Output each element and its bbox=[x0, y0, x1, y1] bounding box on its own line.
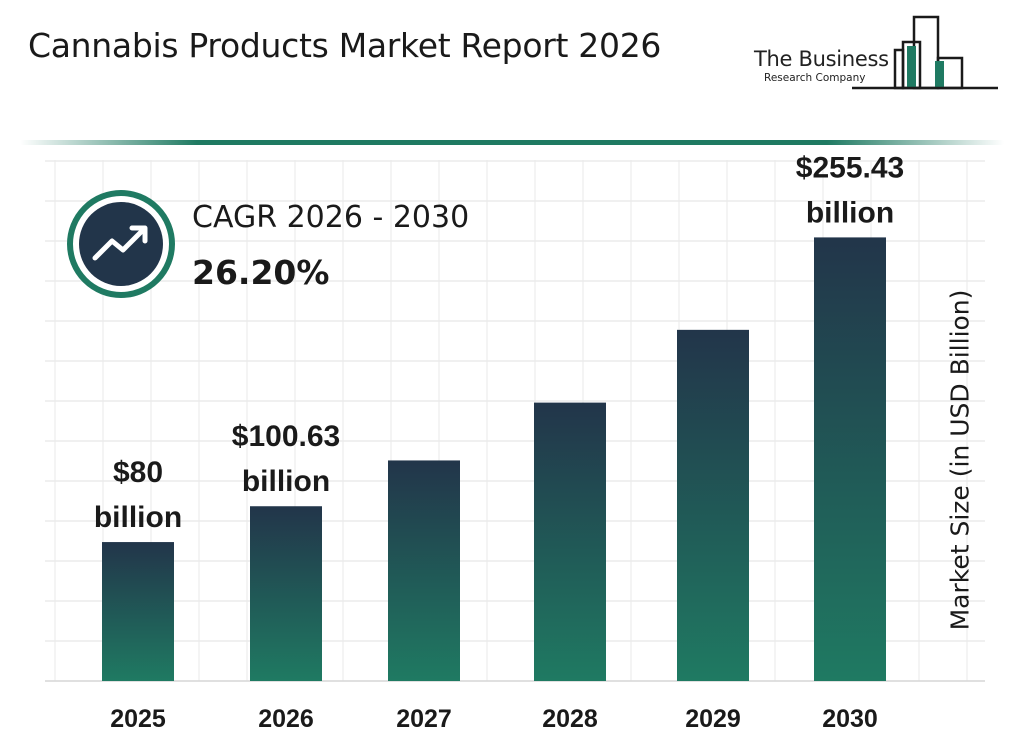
bar-2028 bbox=[534, 402, 606, 681]
bar-2029 bbox=[677, 329, 749, 681]
trend-up-arrow-icon bbox=[66, 189, 176, 299]
x-tick-label: 2030 bbox=[822, 705, 878, 733]
chart-bars bbox=[102, 237, 886, 681]
x-tick-label: 2027 bbox=[396, 705, 452, 733]
page-title: Cannabis Products Market Report 2026 bbox=[28, 26, 662, 65]
data-label-unit: billion bbox=[806, 196, 894, 229]
x-tick-label: 2029 bbox=[685, 705, 741, 733]
header-divider bbox=[20, 140, 1004, 145]
chart-data-labels: $80 billion $100.63 billion $255.43 billion bbox=[94, 151, 904, 534]
bar-2025 bbox=[102, 542, 174, 681]
cagr-value: 26.20% bbox=[192, 253, 330, 292]
data-label-value: $255.43 bbox=[796, 151, 904, 184]
logo-buildings-icon bbox=[852, 15, 998, 90]
logo-text-line2: Research Company bbox=[764, 72, 866, 84]
data-label-unit: billion bbox=[242, 465, 330, 498]
x-tick-label: 2025 bbox=[110, 705, 166, 733]
cagr-label: CAGR 2026 - 2030 bbox=[192, 200, 470, 235]
chart-x-ticks: 2025 2026 2027 2028 2029 2030 bbox=[110, 705, 878, 733]
data-label-value: $80 bbox=[113, 456, 163, 489]
bar-2026 bbox=[250, 506, 322, 681]
bar-2030 bbox=[814, 237, 886, 681]
data-label-value: $100.63 bbox=[232, 420, 340, 453]
x-tick-label: 2026 bbox=[258, 705, 314, 733]
data-label-unit: billion bbox=[94, 501, 182, 534]
y-axis-label: Market Size (in USD Billion) bbox=[945, 289, 975, 631]
logo-text-line1: The Business bbox=[754, 47, 889, 71]
company-logo: The Business Research Company bbox=[752, 14, 1002, 96]
bar-2027 bbox=[388, 460, 460, 681]
x-tick-label: 2028 bbox=[542, 705, 598, 733]
